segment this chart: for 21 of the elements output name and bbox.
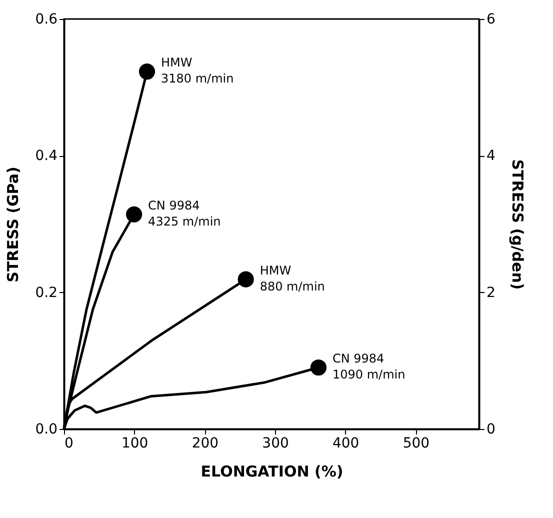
y-tick-label: 0.2	[35, 284, 58, 301]
y2-tick-label: 6	[486, 12, 496, 28]
y-tick-label: 0.4	[35, 148, 58, 164]
x-tick-label: 300	[262, 436, 289, 452]
y-axis-title: STRESS (GPa)	[4, 166, 22, 282]
y2-tick-label: 2	[486, 284, 496, 301]
x-tick-label: 0	[64, 436, 74, 452]
y2-tick-label: 4	[486, 148, 496, 164]
y-tick-label: 0.6	[35, 12, 58, 28]
series-label: CN 9984 1090 m/min	[332, 352, 406, 382]
x-tick-label: 200	[192, 436, 219, 452]
y-tick-label: 0.0	[35, 422, 58, 438]
y2-tick-label: 0	[486, 422, 496, 438]
x-tick-label: 400	[332, 436, 360, 452]
x-tick-label: 100	[121, 436, 148, 452]
y2-axis-title: STRESS (g/den)	[508, 159, 526, 290]
x-tick-label: 500	[402, 436, 430, 452]
series-label: CN 9984 4325 m/min	[148, 198, 221, 228]
series-label: HMW 3180 m/min	[161, 56, 234, 86]
x-axis-title: ELONGATION (%)	[200, 462, 344, 480]
series-label: HMW 880 m/min	[260, 263, 325, 294]
